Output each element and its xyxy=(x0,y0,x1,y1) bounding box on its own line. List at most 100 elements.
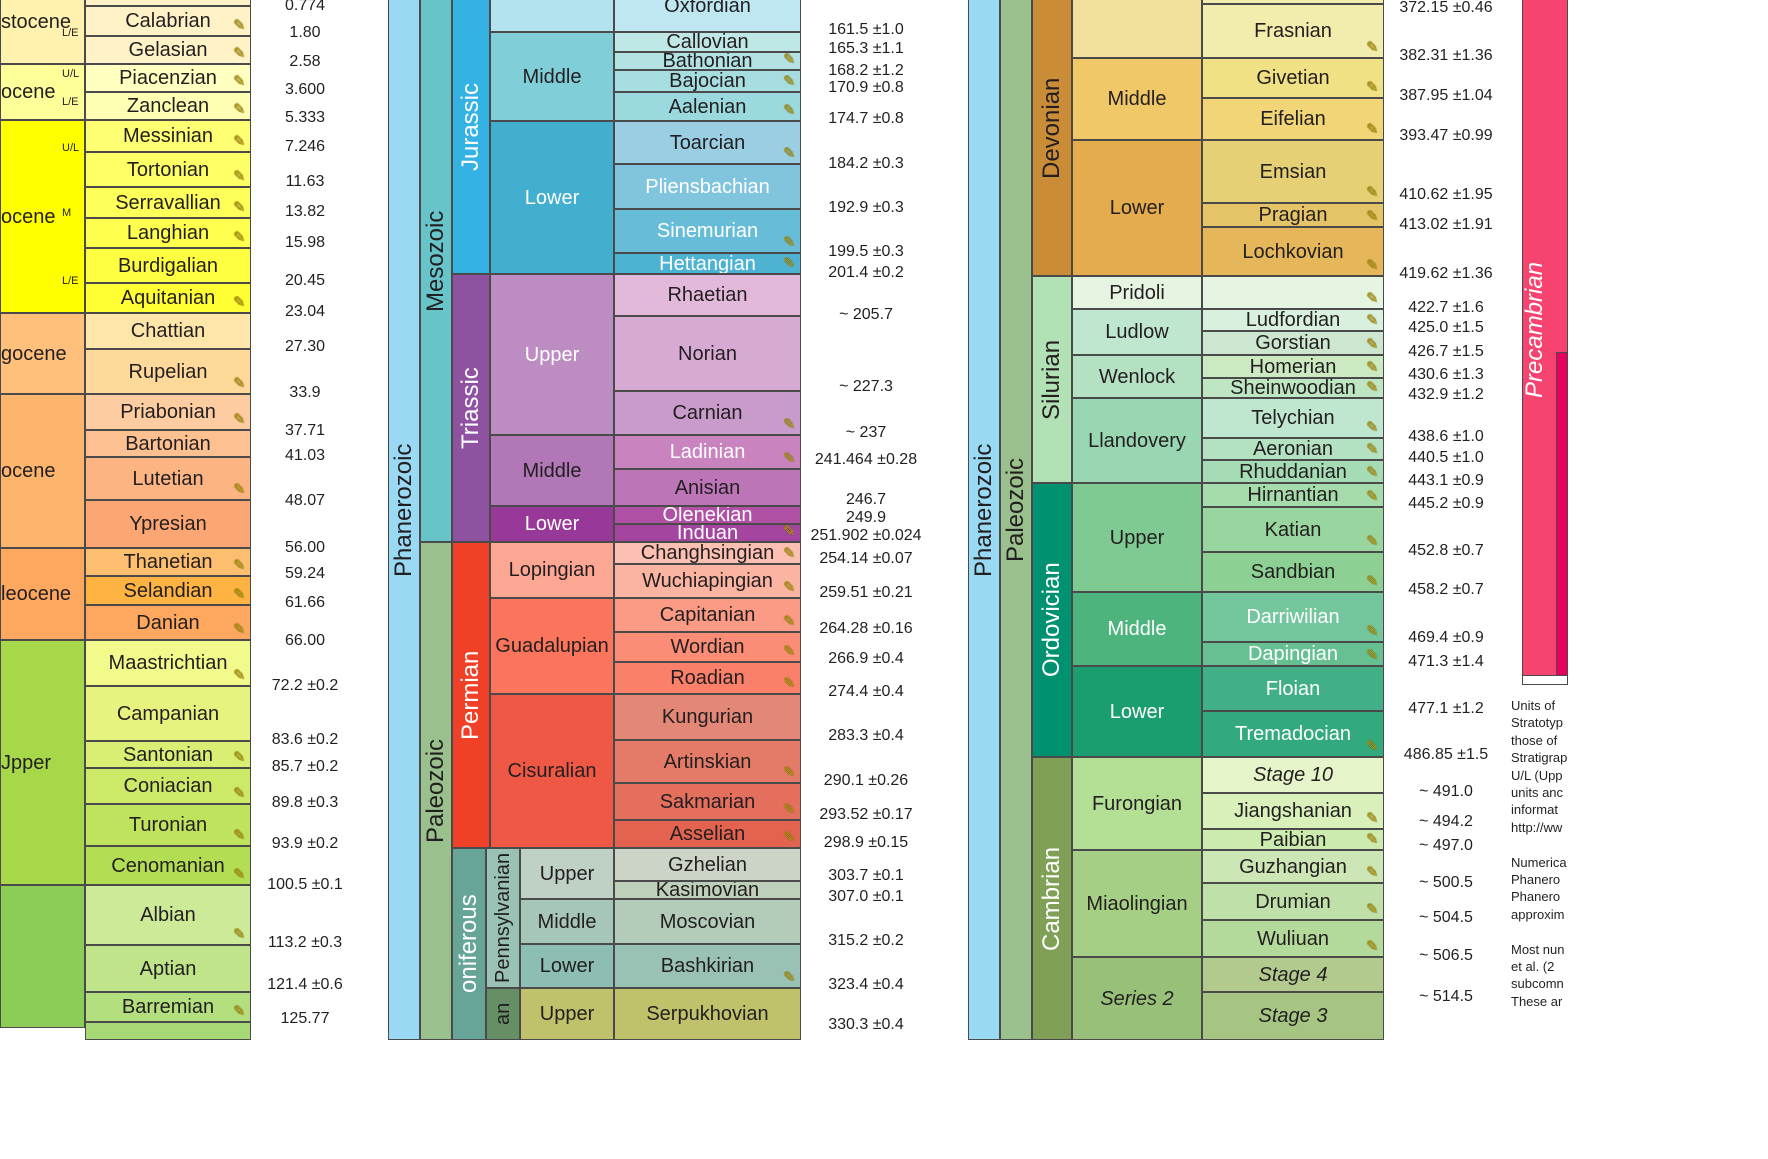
stage-cell: Danian xyxy=(85,605,251,640)
stage-cell: Cenomanian xyxy=(85,846,251,885)
stage-cell: Artinskian xyxy=(614,740,801,783)
eon-cell: Phanerozoic xyxy=(968,0,1000,1040)
stage-cell: Tortonian xyxy=(85,152,251,187)
golden-spike-icon: ✎ xyxy=(233,45,246,62)
period-cell: oniferous xyxy=(452,848,486,1040)
footnote-line: Numerica xyxy=(1511,854,1567,870)
golden-spike-icon: ✎ xyxy=(1366,810,1379,827)
stage-cell: Rupelian xyxy=(85,349,251,394)
stage-cell: Moscovian xyxy=(614,899,801,944)
golden-spike-icon: ✎ xyxy=(233,926,246,943)
age-label: 33.9 xyxy=(289,384,321,401)
stage-cell: Barremian xyxy=(85,992,251,1022)
age-label: 93.9 ±0.2 xyxy=(271,835,339,852)
age-label: 168.2 ±1.2 xyxy=(828,62,904,79)
golden-spike-icon: ✎ xyxy=(1366,573,1379,590)
golden-spike-icon: ✎ xyxy=(1366,290,1379,307)
golden-spike-icon: ✎ xyxy=(233,133,246,150)
golden-spike-icon: ✎ xyxy=(1366,359,1379,376)
golden-spike-icon: ✎ xyxy=(1366,39,1379,56)
stage-cell: Aalenian xyxy=(614,92,801,121)
era-cell: Paleozoic xyxy=(420,542,452,1040)
golden-spike-icon: ✎ xyxy=(783,613,796,630)
period-cell: Permian xyxy=(452,542,490,848)
epoch-cell: Lower xyxy=(490,506,614,542)
golden-spike-icon: ✎ xyxy=(1366,419,1379,436)
stage-cell: Wordian xyxy=(614,632,801,662)
stage-cell: Frasnian xyxy=(1202,4,1384,58)
age-label: 303.7 ±0.1 xyxy=(828,867,904,884)
stage-cell: Kungurian xyxy=(614,694,801,740)
age-label: 5.333 xyxy=(284,109,326,126)
golden-spike-icon: ✎ xyxy=(1366,623,1379,640)
stage-cell: Anisian xyxy=(614,469,801,506)
epoch-cell: Middle xyxy=(490,32,614,121)
age-label: 477.1 ±1.2 xyxy=(1408,700,1484,717)
stage-cell: Lochkovian xyxy=(1202,227,1384,276)
stage-cell: Pragian xyxy=(1202,203,1384,227)
stage-cell: Emsian xyxy=(1202,140,1384,203)
age-label: 184.2 ±0.3 xyxy=(828,155,904,172)
golden-spike-icon: ✎ xyxy=(233,621,246,638)
age-label: 290.1 ±0.26 xyxy=(823,772,909,789)
age-label: 121.4 ±0.6 xyxy=(267,976,343,993)
epoch-cell: Wenlock xyxy=(1072,355,1202,398)
age-label: 199.5 ±0.3 xyxy=(828,243,904,260)
epoch-cell: Lower xyxy=(1072,140,1202,276)
epoch-cell xyxy=(490,0,614,32)
stage-cell: Olenekian xyxy=(614,506,801,524)
stage-cell: Serpukhovian xyxy=(614,988,801,1040)
golden-spike-icon: ✎ xyxy=(783,675,796,692)
age-label: 471.3 ±1.4 xyxy=(1408,653,1484,670)
age-label: 249.9 xyxy=(845,509,887,526)
stage-cell: Sakmarian xyxy=(614,783,801,820)
stage-cell: Maastrichtian xyxy=(85,640,251,686)
golden-spike-icon: ✎ xyxy=(1366,121,1379,138)
stage-cell: Calabrian xyxy=(85,6,251,36)
stage-cell: Eifelian xyxy=(1202,98,1384,140)
age-label: 430.6 ±1.3 xyxy=(1408,366,1484,383)
stage-cell: Aquitanian xyxy=(85,283,251,313)
golden-spike-icon: ✎ xyxy=(233,557,246,574)
golden-spike-icon: ✎ xyxy=(233,229,246,246)
stage-cell: Toarcian xyxy=(614,121,801,164)
eon-cell: Phanerozoic xyxy=(388,0,420,1040)
stage-cell: Changhsingian xyxy=(614,542,801,564)
epoch-cell xyxy=(0,885,85,1028)
stage-cell: Chattian xyxy=(85,313,251,349)
age-label: 445.2 ±0.9 xyxy=(1408,495,1484,512)
subdivision-label: L/E xyxy=(62,96,79,108)
footnote-line: approxim xyxy=(1511,906,1565,922)
epoch-cell: Cisuralian xyxy=(490,694,614,848)
age-label: 254.14 ±0.07 xyxy=(819,550,913,567)
stage-cell: Aeronian xyxy=(1202,438,1384,460)
golden-spike-icon: ✎ xyxy=(1366,738,1379,755)
golden-spike-icon: ✎ xyxy=(233,1003,246,1020)
golden-spike-icon: ✎ xyxy=(1366,831,1379,848)
period-cell: Ordovician xyxy=(1032,483,1072,757)
golden-spike-icon: ✎ xyxy=(1366,336,1379,353)
age-label: 307.0 ±0.1 xyxy=(828,888,904,905)
age-label: 20.45 xyxy=(284,272,326,289)
age-label: 11.63 xyxy=(285,173,325,190)
epoch-cell: Middle xyxy=(490,435,614,506)
stage-cell: Guzhangian xyxy=(1202,850,1384,883)
golden-spike-icon: ✎ xyxy=(783,643,796,660)
age-label: 41.03 xyxy=(284,447,326,464)
stage-cell: Campanian xyxy=(85,686,251,741)
golden-spike-icon: ✎ xyxy=(783,51,796,68)
golden-spike-icon: ✎ xyxy=(783,234,796,251)
stage-cell: Wuliuan xyxy=(1202,920,1384,957)
stage-cell: Langhian xyxy=(85,218,251,248)
stage-cell xyxy=(85,1022,251,1040)
golden-spike-icon: ✎ xyxy=(783,545,796,562)
golden-spike-icon: ✎ xyxy=(1366,257,1379,274)
age-label: 486.85 ±1.5 xyxy=(1403,746,1489,763)
age-label: 422.7 ±1.6 xyxy=(1408,299,1484,316)
subdivision-label: U/L xyxy=(62,142,80,154)
epoch-cell: ocene xyxy=(0,64,85,120)
age-label: ~ 491.0 xyxy=(1419,783,1473,800)
stage-cell: Gzhelian xyxy=(614,848,801,881)
stage-cell: Albian xyxy=(85,885,251,945)
age-label: 241.464 ±0.28 xyxy=(814,451,918,468)
